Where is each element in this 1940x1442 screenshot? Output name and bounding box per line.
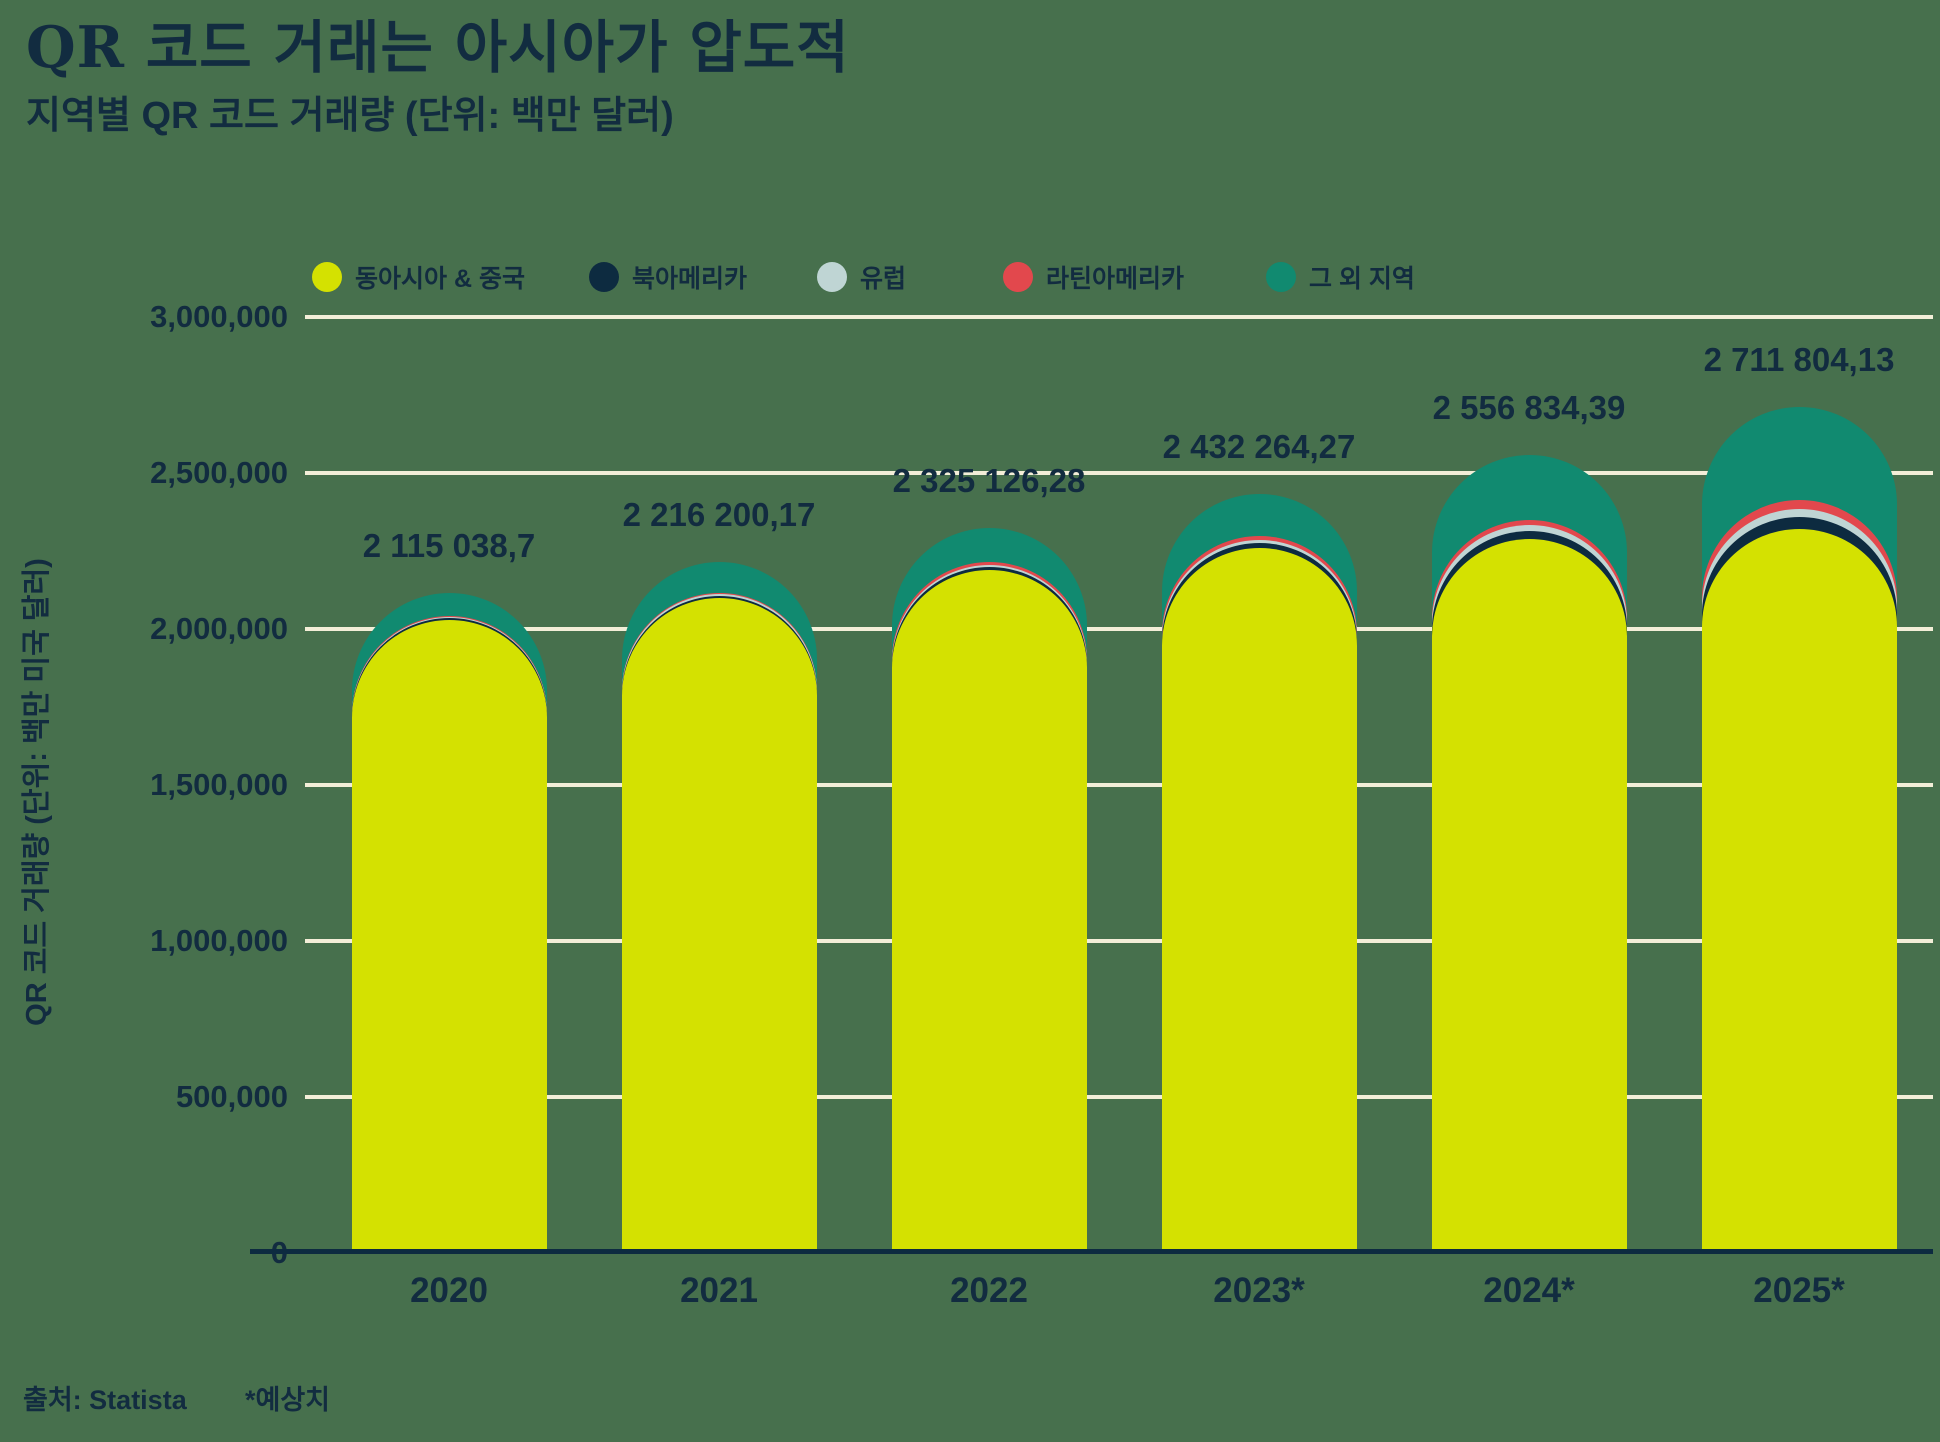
total-value-label: 2 711 804,13 xyxy=(1703,340,1895,378)
stacked-bar-2025 xyxy=(1701,317,1897,1253)
stacked-bar-2020 xyxy=(351,317,547,1253)
bar-segment xyxy=(351,619,547,1253)
plot-area: 3,000,000 2,500,000 2,000,000 1,500,000 1,00… xyxy=(0,299,1940,1310)
legend-dot-icon xyxy=(1003,262,1033,292)
total-value-label: 2 432 264,27 xyxy=(1162,428,1356,466)
total-value-label: 2 115 038,7 xyxy=(362,527,536,565)
bar-segment xyxy=(621,597,817,1253)
legend-label: 라틴아메리카 xyxy=(1046,265,1185,293)
legend-item: 북아메리카 xyxy=(589,260,747,294)
stacked-bar-2024 xyxy=(1431,317,1627,1253)
bar-segment xyxy=(891,569,1087,1253)
gridline xyxy=(305,1095,1933,1099)
y-tick-label: 0 xyxy=(0,1233,288,1273)
x-axis-label: 2024* xyxy=(1483,1271,1575,1310)
gridline xyxy=(305,783,1933,787)
footer: 출처: Statista *예상치 xyxy=(0,1378,1940,1415)
total-value-label: 2 216 200,17 xyxy=(622,495,816,533)
estimate-note: *예상치 xyxy=(245,1385,331,1415)
y-tick-label: 1,500,000 xyxy=(150,767,288,802)
total-value-label: 2 556 834,39 xyxy=(1432,389,1626,427)
y-tick-label: 3,000,000 xyxy=(150,299,288,334)
legend-dot-icon xyxy=(589,262,619,292)
gridline xyxy=(305,471,1933,475)
x-axis-line xyxy=(250,1249,1933,1254)
bar-segment xyxy=(1431,538,1627,1253)
stacked-bar-2023 xyxy=(1161,317,1357,1253)
page-subtitle: 지역별 QR 코드 거래량 (단위: 백만 달러) xyxy=(26,95,674,137)
y-tick-label: 1,000,000 xyxy=(150,923,288,958)
legend-item: 그 외 지역 xyxy=(1266,260,1415,294)
page-title: QR 코드 거래는 아시아가 압도적 xyxy=(26,14,850,81)
y-axis-title: QR 코드 거래량 (단위: 백만 미국 달러) xyxy=(21,558,53,1026)
x-axis-label: 2021 xyxy=(680,1271,758,1310)
stacked-bar-2021 xyxy=(621,317,817,1253)
stacked-bar-2022 xyxy=(891,317,1087,1253)
y-tick-label: 2,500,000 xyxy=(150,455,288,490)
x-axis-label: 2022 xyxy=(950,1271,1028,1310)
x-axis-label: 2025* xyxy=(1753,1271,1845,1310)
x-axis-label: 2020 xyxy=(410,1271,488,1310)
x-axis-label: 2023* xyxy=(1213,1271,1305,1310)
source-credit: 출처: Statista xyxy=(23,1385,187,1415)
y-tick-label: 2,000,000 xyxy=(150,611,288,646)
legend-label: 그 외 지역 xyxy=(1309,265,1415,293)
legend-label: 북아메리카 xyxy=(632,265,748,293)
legend-dot-icon xyxy=(312,262,342,292)
legend-dot-icon xyxy=(1266,262,1296,292)
y-tick-label: 500,000 xyxy=(175,1079,288,1114)
bar-segment xyxy=(1161,547,1357,1253)
gridline xyxy=(305,315,1933,319)
legend-item: 동아시아 & 중국 xyxy=(312,260,525,294)
gridline xyxy=(305,627,1933,631)
legend-label: 유럽 xyxy=(860,265,907,293)
legend-item: 유럽 xyxy=(817,260,906,294)
legend-dot-icon xyxy=(817,262,847,292)
bar-segment xyxy=(1701,529,1897,1253)
chart-legend: 동아시아 & 중국 북아메리카 유럽 라틴아메리카 그 외 지역 xyxy=(0,260,1940,294)
legend-label: 동아시아 & 중국 xyxy=(355,265,525,293)
gridline xyxy=(305,939,1933,943)
legend-item: 라틴아메리카 xyxy=(1003,260,1184,294)
total-value-label: 2 325 126,28 xyxy=(892,461,1086,499)
